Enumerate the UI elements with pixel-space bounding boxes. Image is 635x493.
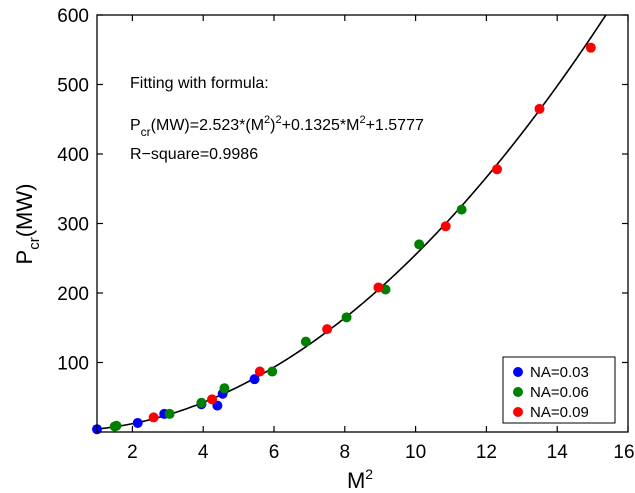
data-point-series-0-6 [249,374,260,385]
data-point-series-2-3 [322,324,333,335]
x-tick-label-12: 12 [476,442,497,463]
legend-marker-2 [513,407,523,417]
y-axis-ticks: 100 200 300 400 500 600 [57,6,628,375]
data-point-series-1-7 [341,312,352,323]
data-point-series-2-5 [440,221,451,232]
data-point-series-2-6 [492,164,503,175]
data-point-series-2-0 [148,412,159,423]
legend-marker-1 [513,387,523,397]
data-point-series-1-4 [219,383,230,394]
data-points [92,42,596,435]
data-point-series-0-1 [132,417,143,428]
y-axis-title: Pcr(MW) [12,184,43,265]
annotation-formula: Pcr(MW)=2.523*(M2)2+0.1325*M2+1.5777 [130,114,424,139]
legend-marker-0 [513,367,523,377]
data-point-series-1-3 [196,397,207,408]
y-tick-label-100: 100 [57,354,89,375]
legend-label-2: NA=0.09 [530,404,589,421]
data-point-series-1-2 [164,408,175,419]
x-axis-title: M2 [347,466,373,493]
annotation-r-square: R−square=0.9986 [130,146,258,163]
data-point-series-2-1 [207,394,218,405]
x-tick-label-6: 6 [269,442,280,463]
y-tick-label-600: 600 [57,6,89,27]
data-point-series-1-1 [111,420,122,431]
x-tick-label-2: 2 [127,442,138,463]
x-axis-ticks: 2 4 6 8 10 12 14 16 [127,15,635,463]
legend-label-0: NA=0.03 [530,364,589,381]
x-tick-label-10: 10 [405,442,426,463]
y-tick-label-500: 500 [57,76,89,97]
data-point-series-1-10 [456,204,467,215]
data-point-series-2-8 [585,42,596,53]
data-point-series-1-9 [414,239,425,250]
y-tick-label-200: 200 [57,284,89,305]
x-tick-label-8: 8 [340,442,351,463]
x-tick-label-14: 14 [547,442,569,463]
y-tick-label-300: 300 [57,215,89,236]
x-tick-label-4: 4 [198,442,209,463]
data-point-series-1-6 [300,336,311,347]
data-point-series-2-7 [534,103,545,114]
data-point-series-2-4 [373,282,384,293]
legend: NA=0.03 NA=0.06 NA=0.09 [502,356,616,424]
x-tick-label-16: 16 [613,442,634,463]
data-point-series-1-5 [267,366,278,377]
data-point-series-2-2 [254,366,265,377]
legend-label-1: NA=0.06 [530,384,589,401]
y-tick-label-400: 400 [57,145,89,166]
fit-curve [96,14,607,430]
annotation-line-1: Fitting with formula: [130,75,269,92]
